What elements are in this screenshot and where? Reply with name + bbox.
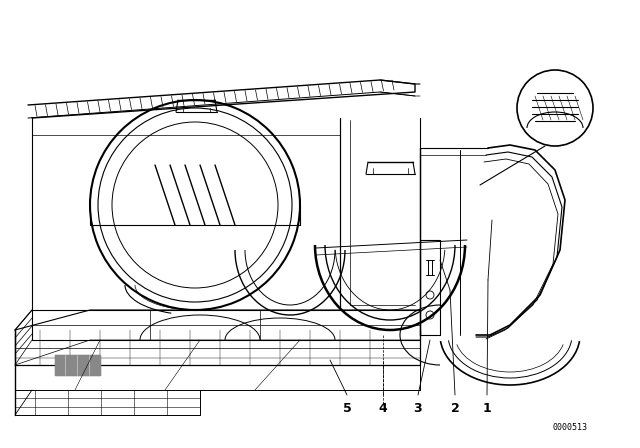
Text: 1: 1 (483, 401, 492, 414)
Text: 0000513: 0000513 (552, 423, 588, 432)
Polygon shape (55, 355, 100, 375)
Text: 5: 5 (342, 401, 351, 414)
Text: 2: 2 (451, 401, 460, 414)
Text: 4: 4 (379, 401, 387, 414)
Circle shape (517, 70, 593, 146)
Text: 3: 3 (413, 401, 422, 414)
